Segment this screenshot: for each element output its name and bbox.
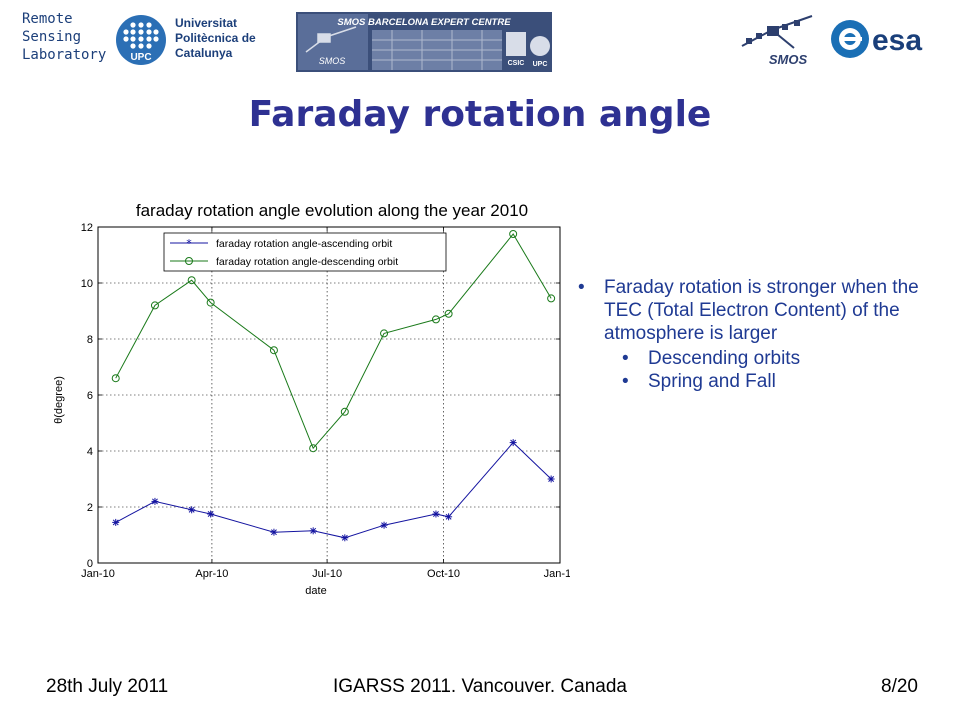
x-axis-label: date <box>305 585 326 597</box>
footer-page-number: 8/20 <box>881 676 918 697</box>
rsl-line-2: Sensing <box>22 29 82 45</box>
data-point-descending <box>111 374 120 383</box>
data-point-ascending <box>188 506 196 514</box>
data-point-ascending <box>432 510 440 518</box>
data-point-ascending <box>547 475 555 483</box>
legend-label-descending: faraday rotation angle-descending orbit <box>216 256 398 268</box>
chart-legend: * faraday rotation angle-ascending orbit… <box>163 232 447 272</box>
y-tick-label: 12 <box>81 222 93 234</box>
bec-title-text: SMOS BARCELONA EXPERT CENTRE <box>337 17 511 28</box>
data-point-ascending <box>445 513 453 521</box>
y-tick-label: 2 <box>87 502 93 514</box>
university-line-1: Universitat <box>175 16 238 30</box>
bullet-main: Faraday rotation is stronger when the TE… <box>578 276 938 345</box>
chart-title: faraday rotation angle evolution along t… <box>136 201 528 220</box>
x-tick-label: Jul-10 <box>312 568 342 580</box>
smos-barcelona-expert-centre-logo: SMOS SMOS BARCELONA EXPERT CENTRE CSIC U… <box>296 12 552 72</box>
faraday-chart: faraday rotation angle evolution along t… <box>53 201 570 597</box>
chart-series <box>111 230 556 542</box>
smos-satellite-logo: SMOS <box>741 15 813 67</box>
footer-date: 28th July 2011 <box>46 676 169 697</box>
data-point-ascending <box>112 518 120 526</box>
bec-upc-text: UPC <box>533 61 548 68</box>
bec-csic-text: CSIC <box>508 60 525 67</box>
data-point-descending <box>547 294 556 303</box>
chart-ticks: 0 2 4 6 8 10 12 Jan-10 Apr-10 Jul-10 Oct-10 Jan-11 <box>81 222 570 580</box>
bullet-sub-descending: Descending orbits <box>578 347 938 370</box>
data-point-descending <box>340 407 349 416</box>
data-point-ascending <box>207 510 215 518</box>
slide-title: Faraday rotation angle <box>248 94 712 135</box>
y-tick-label: 4 <box>87 446 93 458</box>
y-axis-label: θ(degree) <box>53 376 65 424</box>
data-point-ascending <box>509 439 517 447</box>
y-tick-label: 0 <box>87 558 93 570</box>
bec-smos-text: SMOS <box>319 56 346 66</box>
data-point-descending <box>444 309 453 318</box>
esa-logo-text: esa <box>872 24 922 57</box>
y-tick-label: 10 <box>81 278 93 290</box>
y-tick-label: 8 <box>87 334 93 346</box>
x-tick-label: Oct-10 <box>427 568 460 580</box>
bullet-sub-spring-fall: Spring and Fall <box>578 370 938 393</box>
data-point-ascending <box>309 527 317 535</box>
data-point-descending <box>187 276 196 285</box>
legend-marker-ascending: * <box>186 237 192 250</box>
smos-logo-text: SMOS <box>769 52 808 67</box>
data-point-descending <box>509 230 518 238</box>
data-point-ascending <box>270 528 278 536</box>
data-point-ascending <box>151 497 159 505</box>
x-tick-label: Jan-11 <box>544 568 570 580</box>
legend-label-ascending: faraday rotation angle-ascending orbit <box>216 238 392 250</box>
data-point-descending <box>206 298 215 307</box>
data-point-descending <box>309 444 318 453</box>
series-line-1 <box>115 233 552 450</box>
university-name: Universitat Politècnica de Catalunya <box>175 16 256 61</box>
upc-logo-text: UPC <box>130 52 151 63</box>
data-point-ascending <box>380 521 388 529</box>
rsl-line-1: Remote <box>22 11 73 27</box>
footer-conference: IGARSS 2011. Vancouver. Canada <box>333 676 627 697</box>
x-tick-label: Apr-10 <box>195 568 228 580</box>
university-line-3: Catalunya <box>175 46 233 60</box>
data-point-descending <box>269 346 278 355</box>
remote-sensing-laboratory-logo: Remote Sensing Laboratory <box>22 10 118 70</box>
legend-marker-descending <box>185 257 193 265</box>
data-point-descending <box>431 315 440 324</box>
rsl-line-3: Laboratory <box>22 47 107 63</box>
y-tick-label: 6 <box>87 390 93 402</box>
data-point-ascending <box>341 534 349 542</box>
esa-logo: esa <box>831 20 922 58</box>
series-line-0 <box>115 441 552 539</box>
data-point-descending <box>150 301 159 310</box>
university-line-2: Politècnica de <box>175 31 256 45</box>
upc-logo: UPC <box>116 15 166 65</box>
x-tick-label: Jan-10 <box>81 568 115 580</box>
legend-box <box>163 232 447 272</box>
chart-grid <box>98 227 560 563</box>
bullet-list: Faraday rotation is stronger when the TE… <box>578 276 938 393</box>
data-point-descending <box>380 329 389 338</box>
